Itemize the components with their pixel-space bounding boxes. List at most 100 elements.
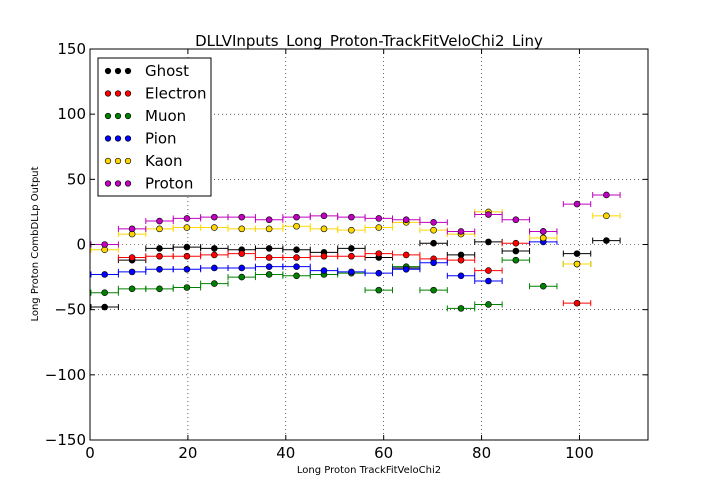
- legend-marker: [124, 112, 132, 120]
- data-point: [485, 267, 492, 274]
- data-point: [539, 234, 547, 242]
- legend-marker: [104, 157, 112, 165]
- data-point: [375, 269, 383, 277]
- data-point: [430, 219, 437, 226]
- data-point: [430, 286, 437, 294]
- legend-marker: [114, 67, 122, 75]
- y-axis-label: Long Proton CombDLLp Output: [30, 166, 41, 321]
- data-point: [457, 272, 465, 280]
- data-point: [320, 225, 328, 233]
- series-pion: [90, 238, 558, 285]
- data-point: [156, 225, 163, 233]
- legend-marker: [104, 90, 112, 97]
- data-point: [485, 277, 492, 285]
- y-tick-label: 50: [67, 170, 86, 188]
- data-point: [211, 213, 218, 221]
- data-point: [211, 264, 218, 272]
- data-point: [265, 254, 273, 261]
- data-point: [512, 256, 520, 264]
- data-point: [375, 224, 383, 231]
- data-point: [573, 250, 581, 257]
- data-point: [539, 228, 547, 235]
- x-tick-label: 0: [85, 444, 95, 462]
- data-point: [485, 301, 492, 308]
- legend-marker: [114, 135, 122, 142]
- data-point: [293, 263, 300, 270]
- data-point: [573, 299, 581, 307]
- y-tick-label: 100: [57, 105, 86, 123]
- data-point: [348, 226, 355, 234]
- data-point: [348, 213, 355, 221]
- x-axis-label: Long Proton TrackFitVeloChi2: [297, 465, 441, 476]
- data-point: [293, 272, 300, 280]
- legend-label: Proton: [145, 175, 193, 193]
- data-point: [320, 212, 328, 220]
- data-point: [183, 252, 191, 260]
- legend-entry-electron: Electron: [104, 85, 207, 103]
- data-point: [265, 245, 273, 252]
- data-point: [128, 225, 136, 233]
- data-point: [402, 265, 410, 273]
- data-point: [457, 256, 465, 264]
- data-point: [183, 265, 191, 273]
- data-point: [348, 245, 355, 252]
- data-point: [430, 239, 437, 247]
- y-tick-label: −50: [54, 301, 86, 319]
- y-tick-label: 150: [57, 40, 86, 58]
- legend-marker: [104, 180, 112, 187]
- data-point: [603, 212, 610, 220]
- data-point: [265, 263, 273, 270]
- data-point: [573, 260, 581, 268]
- data-point: [512, 247, 520, 255]
- legend-entry-kaon: Kaon: [104, 152, 182, 170]
- data-point: [238, 273, 246, 281]
- data-point: [183, 243, 191, 251]
- data-point: [320, 252, 328, 260]
- y-tick-label: 0: [76, 236, 86, 254]
- data-point: [265, 216, 273, 224]
- data-point: [128, 285, 136, 293]
- legend-label: Muon: [145, 107, 186, 125]
- x-tick-label: 40: [276, 444, 295, 462]
- data-point: [512, 239, 520, 247]
- legend-box: [97, 57, 212, 197]
- data-point: [101, 271, 108, 278]
- chart-title: DLLVInputs_Long_Proton-TrackFitVeloChi2_…: [195, 32, 543, 51]
- data-point: [348, 252, 355, 260]
- data-point: [603, 237, 610, 244]
- x-tick-label: 80: [472, 444, 491, 462]
- data-point: [430, 226, 437, 234]
- legend-marker: [124, 67, 132, 75]
- data-point: [238, 213, 246, 221]
- data-point: [293, 213, 300, 221]
- data-point: [156, 265, 163, 273]
- legend-marker: [114, 112, 122, 120]
- data-points: [90, 191, 621, 312]
- data-point: [128, 268, 136, 276]
- data-point: [293, 222, 300, 230]
- data-point: [603, 191, 610, 199]
- legend-label: Ghost: [145, 62, 189, 80]
- data-point: [211, 245, 218, 252]
- data-point: [101, 241, 108, 248]
- data-point: [485, 238, 492, 246]
- data-point: [539, 282, 547, 290]
- data-point: [320, 267, 328, 274]
- legend-entry-proton: Proton: [104, 175, 193, 193]
- data-point: [156, 217, 163, 225]
- legend: Ghost Electron Muon Pion Kaon Proton: [97, 57, 212, 197]
- data-point: [156, 285, 163, 293]
- data-point: [375, 250, 383, 257]
- x-tick-label: 20: [178, 444, 197, 462]
- legend-marker: [124, 157, 132, 165]
- data-point: [375, 215, 383, 222]
- data-point: [183, 215, 191, 222]
- legend-label: Kaon: [145, 152, 182, 170]
- data-point: [375, 286, 383, 294]
- legend-marker: [104, 112, 112, 120]
- data-point: [402, 216, 410, 224]
- legend-marker: [124, 180, 132, 187]
- data-point: [402, 251, 410, 259]
- legend-label: Pion: [145, 130, 177, 148]
- data-point: [101, 289, 108, 297]
